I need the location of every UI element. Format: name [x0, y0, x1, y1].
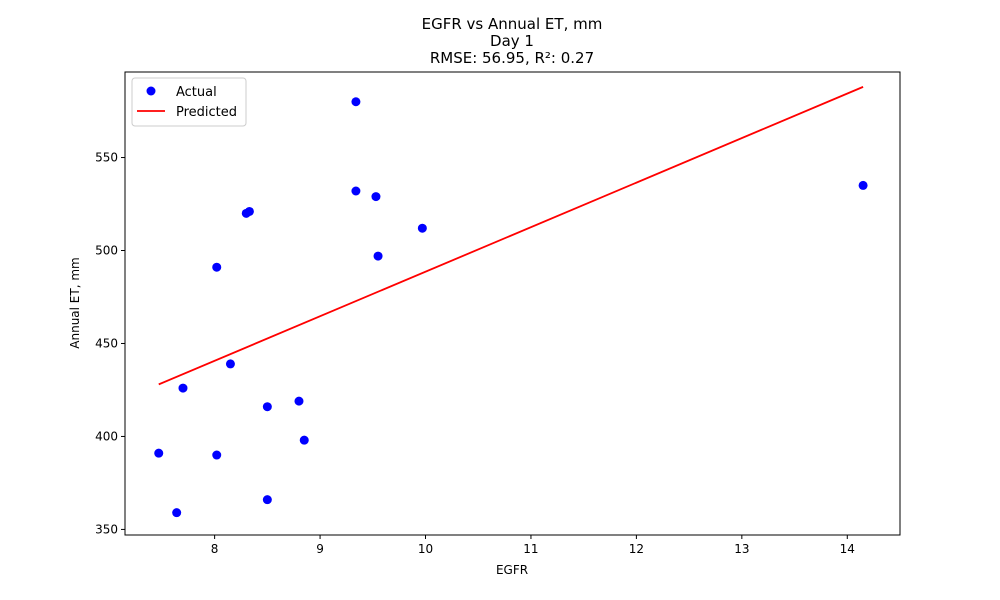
x-tick-label: 13	[734, 542, 749, 556]
y-tick-label: 350	[95, 522, 118, 536]
x-axis-label: EGFR	[496, 563, 528, 577]
y-axis-label: Annual ET, mm	[68, 257, 82, 348]
actual-point	[178, 383, 188, 393]
y-axis: 350 400 450 500 550	[95, 151, 125, 536]
actual-point	[858, 180, 868, 190]
x-tick-label: 11	[523, 542, 538, 556]
x-tick-label: 12	[629, 542, 644, 556]
actual-point	[351, 97, 361, 107]
actual-point	[172, 508, 182, 518]
chart-title: EGFR vs Annual ET, mm	[422, 15, 603, 33]
actual-point	[294, 396, 304, 406]
actual-point	[351, 186, 361, 196]
legend-marker-actual	[146, 86, 156, 96]
y-tick-label: 450	[95, 336, 118, 350]
plot-frame	[124, 71, 901, 536]
chart-metrics: RMSE: 56.95, R²: 0.27	[430, 49, 594, 67]
y-tick-label: 500	[95, 244, 118, 258]
plot-area	[154, 86, 868, 518]
actual-point	[225, 359, 235, 369]
actual-point	[262, 495, 272, 505]
legend: Actual Predicted	[131, 77, 247, 127]
x-tick-label: 14	[840, 542, 855, 556]
actual-point	[417, 223, 427, 233]
y-tick-label: 400	[95, 429, 118, 443]
actual-point	[262, 402, 272, 412]
x-tick-label: 9	[316, 542, 324, 556]
x-tick-label: 10	[418, 542, 433, 556]
chart-subtitle: Day 1	[490, 32, 534, 50]
actual-point	[299, 435, 309, 445]
legend-box	[131, 77, 247, 127]
legend-label-predicted: Predicted	[176, 105, 237, 120]
actual-point	[212, 262, 222, 272]
legend-label-actual: Actual	[176, 85, 217, 100]
actual-point	[154, 448, 164, 458]
actual-point	[244, 206, 254, 216]
predicted-line	[158, 86, 864, 386]
actual-point	[373, 251, 383, 261]
x-tick-label: 8	[211, 542, 219, 556]
x-axis: 8 9 10 11 12 13 14	[211, 535, 855, 556]
y-tick-label: 550	[95, 151, 118, 165]
actual-point	[212, 450, 222, 460]
actual-point	[371, 192, 381, 202]
